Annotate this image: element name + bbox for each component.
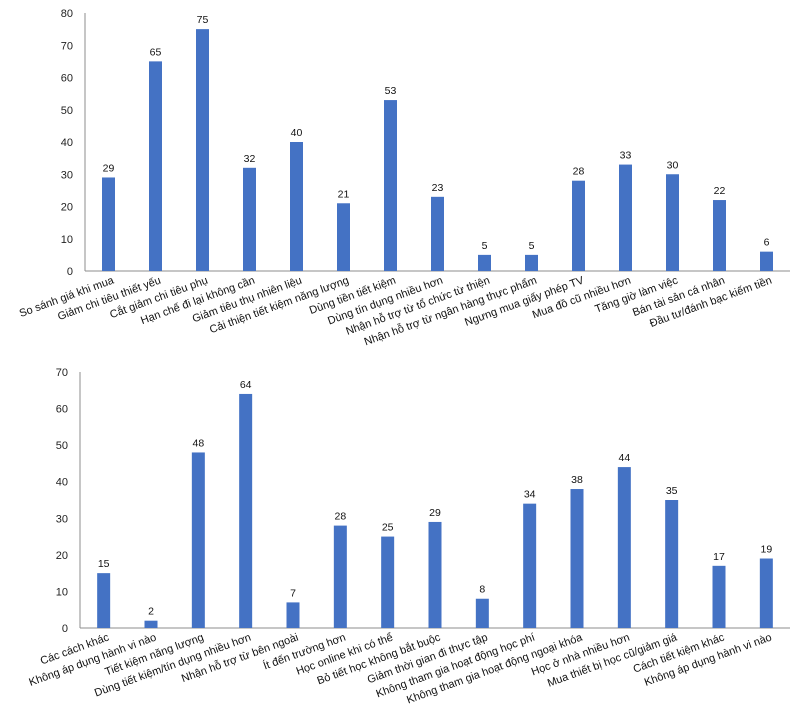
y-tick-label: 40 [61,137,73,149]
data-label: 32 [244,153,256,165]
bar [102,177,115,271]
data-label: 28 [334,511,346,523]
data-label: 2 [148,606,154,618]
bar [196,29,209,271]
data-label: 65 [150,46,162,58]
bar [619,164,632,271]
bar [665,500,679,628]
y-tick-label: 60 [61,73,73,85]
data-label: 15 [98,558,110,570]
y-tick-label: 70 [61,40,73,52]
y-tick-label: 0 [67,266,73,278]
data-label: 17 [713,551,725,563]
y-tick-label: 80 [61,8,73,20]
data-label: 6 [764,237,770,249]
data-label: 64 [240,379,252,391]
y-tick-label: 50 [61,105,73,117]
y-tick-label: 0 [62,623,68,635]
bar [243,167,256,271]
data-label: 53 [385,85,397,97]
data-label: 25 [382,522,394,534]
data-label: 19 [760,544,772,556]
bar [712,565,726,628]
bar [337,203,350,271]
y-tick-label: 20 [56,550,68,562]
bar [286,602,300,628]
bar [97,573,111,628]
bar [713,200,726,271]
bar [333,525,347,628]
y-tick-label: 50 [56,440,68,452]
bar [149,61,162,271]
data-label: 23 [432,182,444,194]
bar [570,489,584,628]
data-label: 38 [571,474,583,486]
data-label: 48 [192,437,204,449]
data-label: 34 [524,489,536,501]
data-label: 5 [482,240,488,252]
bar [239,393,253,628]
bar [572,180,585,271]
bar [617,467,631,628]
y-tick-label: 60 [56,404,68,416]
y-tick-label: 40 [56,477,68,489]
data-label: 29 [103,162,115,174]
data-label: 5 [529,240,535,252]
data-label: 7 [290,587,296,599]
bar [290,142,303,271]
data-label: 28 [573,166,585,178]
y-tick-label: 10 [61,234,73,246]
data-label: 44 [618,452,630,464]
bar [523,503,537,628]
bar [381,536,395,628]
data-label: 40 [291,127,303,139]
bar [428,521,442,628]
bar [525,254,538,271]
data-label: 21 [338,188,350,200]
y-tick-label: 30 [56,513,68,525]
y-tick-label: 10 [56,586,68,598]
data-label: 35 [666,485,678,497]
data-label: 30 [667,159,679,171]
bar [666,174,679,271]
y-tick-label: 20 [61,202,73,214]
y-tick-label: 30 [61,169,73,181]
bar [478,254,491,271]
data-label: 29 [429,507,441,519]
data-label: 75 [197,14,209,26]
bar [431,196,444,271]
y-tick-label: 70 [56,367,68,379]
bar [760,251,773,271]
bar [144,620,158,628]
data-label: 33 [620,150,632,162]
bar [384,100,397,271]
bar [759,558,773,628]
bar [191,452,205,628]
bar [475,598,489,628]
data-label: 22 [714,185,726,197]
data-label: 8 [479,584,485,596]
